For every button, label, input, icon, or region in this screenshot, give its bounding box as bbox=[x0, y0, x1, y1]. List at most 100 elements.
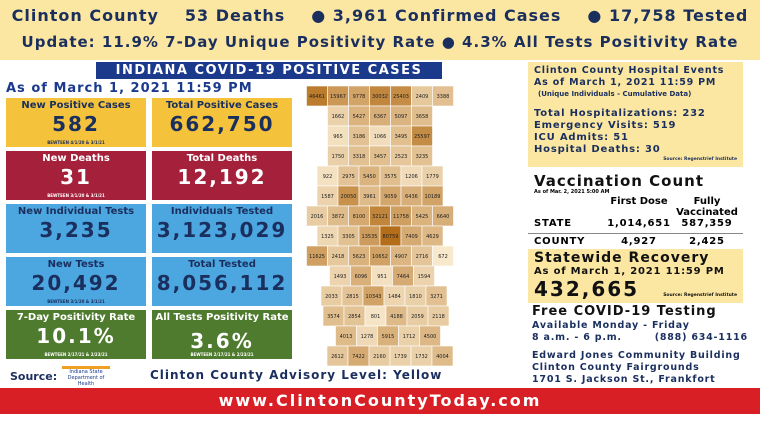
county-count: 1206 bbox=[405, 174, 418, 180]
county-count: 1493 bbox=[334, 274, 347, 280]
location-line: 1701 S. Jackson St., Frankfort bbox=[532, 374, 716, 385]
county-count: 3872 bbox=[332, 214, 345, 220]
header-item: ● 3,961 Confirmed Cases bbox=[311, 6, 562, 25]
county-count: 1484 bbox=[388, 294, 401, 300]
county-count: 1810 bbox=[409, 294, 422, 300]
county-count: 1732 bbox=[415, 354, 428, 360]
vax-cell: 4,927 bbox=[621, 236, 657, 247]
county-count: 80759 bbox=[383, 234, 399, 240]
county bbox=[432, 85, 454, 107]
vax-cell: STATE bbox=[534, 218, 572, 229]
header-item: Clinton County bbox=[11, 6, 159, 25]
vax-cell: 2,425 bbox=[689, 236, 725, 247]
stat-box: Total Positive Cases 662,750 bbox=[152, 98, 292, 147]
county-count: 4629 bbox=[426, 234, 439, 240]
stat-value: 10.1% bbox=[36, 324, 116, 348]
county-count: 3388 bbox=[437, 94, 450, 100]
county-count: 6640 bbox=[437, 214, 450, 220]
recovery-title: Statewide Recovery bbox=[534, 250, 710, 266]
county-count: 7464 bbox=[397, 274, 410, 280]
county-count: 2523 bbox=[395, 154, 408, 160]
county-count: 6096 bbox=[355, 274, 368, 280]
hospital-subtitle: (Unique Individuals - Cumulative Data) bbox=[538, 90, 692, 98]
stat-label: All Tests Positivity Rate bbox=[155, 312, 289, 323]
county-count: 10343 bbox=[366, 294, 382, 300]
county-count: 1750 bbox=[332, 154, 345, 160]
county-count: 2716 bbox=[416, 254, 429, 260]
stat-box: Individuals Tested 3,123,029 bbox=[152, 204, 292, 253]
recovery-box: Statewide Recovery As of March 1, 2021 11… bbox=[528, 249, 743, 303]
county-count: 3658 bbox=[416, 114, 429, 120]
vax-divider bbox=[528, 233, 743, 234]
county-count: 1066 bbox=[374, 134, 387, 140]
county-count: 6436 bbox=[405, 194, 418, 200]
header-line2: Update: 11.9% 7-Day Unique Positivity Ra… bbox=[21, 33, 739, 51]
county-count: 8100 bbox=[353, 214, 366, 220]
county-count: 13535 bbox=[362, 234, 378, 240]
stat-box: New Tests 20,492 BEWTEEN 3/1/20 & 3/1/21 bbox=[6, 257, 146, 306]
vax-as-of: As of Mar. 2, 2021 5:00 AM bbox=[534, 189, 610, 195]
vax-column: First Dose bbox=[610, 196, 668, 207]
county-count: 2418 bbox=[332, 254, 345, 260]
county-count: 4907 bbox=[395, 254, 408, 260]
stat-box: New Deaths 31 BEWTEEN 3/1/20 & 3/1/21 bbox=[6, 151, 146, 200]
county-count: 7422 bbox=[352, 354, 365, 360]
county-count: 5915 bbox=[382, 334, 395, 340]
stat-note: BEWTEEN 2/17/21 & 2/23/21 bbox=[44, 352, 108, 357]
county-count: 10189 bbox=[425, 194, 441, 200]
county-count: 1325 bbox=[321, 234, 334, 240]
stat-value: 12,192 bbox=[177, 165, 267, 189]
county-count: 5623 bbox=[353, 254, 366, 260]
stat-note: BEWTEEN 4/1/20 & 3/1/21 bbox=[47, 140, 105, 145]
county-count: 7409 bbox=[405, 234, 418, 240]
stat-box: New Individual Tests 3,235 bbox=[6, 204, 146, 253]
hospital-title: Clinton County Hospital Events bbox=[534, 65, 725, 76]
vax-cell: 587,359 bbox=[681, 218, 733, 229]
vax-title: Vaccination Count bbox=[534, 172, 704, 190]
location-line: Edward Jones Community Building bbox=[532, 350, 741, 361]
stat-value: 3.6% bbox=[190, 329, 254, 353]
stat-box: New Positive Cases 582 BEWTEEN 4/1/20 & 3/… bbox=[6, 98, 146, 147]
stat-label: Total Positive Cases bbox=[165, 100, 279, 111]
hospital-line: ICU Admits: 51 bbox=[534, 132, 629, 143]
county-count: 2118 bbox=[432, 314, 445, 320]
county bbox=[432, 245, 454, 267]
county-count: 46461 bbox=[309, 94, 325, 100]
hospital-line: Emergency Visits: 519 bbox=[534, 120, 677, 131]
stat-note: BEWTEEN 3/1/20 & 3/1/21 bbox=[47, 299, 105, 304]
stat-box: 7-Day Positivity Rate 10.1% BEWTEEN 2/17/2… bbox=[6, 310, 146, 359]
county-count: 1662 bbox=[332, 114, 345, 120]
county-count: 3271 bbox=[430, 294, 443, 300]
source-label: Source: bbox=[10, 370, 58, 383]
recovery-source: Source: Regenstrief Institute bbox=[663, 293, 737, 298]
county-count: 25403 bbox=[393, 94, 409, 100]
header-line1: Clinton County 53 Deaths ● 3,961 Confirmed… bbox=[0, 6, 760, 25]
stat-label: 7-Day Positivity Rate bbox=[16, 312, 136, 323]
county-count: 2016 bbox=[311, 214, 324, 220]
county-count: 5450 bbox=[363, 174, 376, 180]
county-count: 20050 bbox=[341, 194, 357, 200]
county-count: 3186 bbox=[353, 134, 366, 140]
stat-label: Total Deaths bbox=[186, 153, 258, 164]
county-count: 3575 bbox=[384, 174, 397, 180]
county-count: 11625 bbox=[309, 254, 325, 260]
stat-label: New Tests bbox=[47, 259, 105, 270]
county-count: 4013 bbox=[340, 334, 353, 340]
county-count: 2612 bbox=[331, 354, 344, 360]
county bbox=[431, 345, 454, 367]
stat-box: All Tests Positivity Rate 3.6% BEWTEEN 2/1… bbox=[152, 310, 292, 359]
county-count: 32121 bbox=[372, 214, 388, 220]
hospital-source: Source: Regenstrief Institute bbox=[663, 157, 737, 162]
stat-value: 582 bbox=[52, 112, 100, 136]
stat-label: New Deaths bbox=[42, 153, 110, 164]
hospital-line: Total Hospitalizations: 232 bbox=[534, 108, 706, 119]
testing-title: Free COVID-19 Testing bbox=[532, 304, 717, 319]
county-count: 1594 bbox=[418, 274, 431, 280]
stat-label: New Positive Cases bbox=[21, 100, 131, 111]
county-count: 3495 bbox=[395, 134, 408, 140]
county-count: 4188 bbox=[390, 314, 403, 320]
county-count: 2815 bbox=[346, 294, 359, 300]
county-count: 951 bbox=[377, 274, 387, 280]
county-count: 5425 bbox=[416, 214, 429, 220]
